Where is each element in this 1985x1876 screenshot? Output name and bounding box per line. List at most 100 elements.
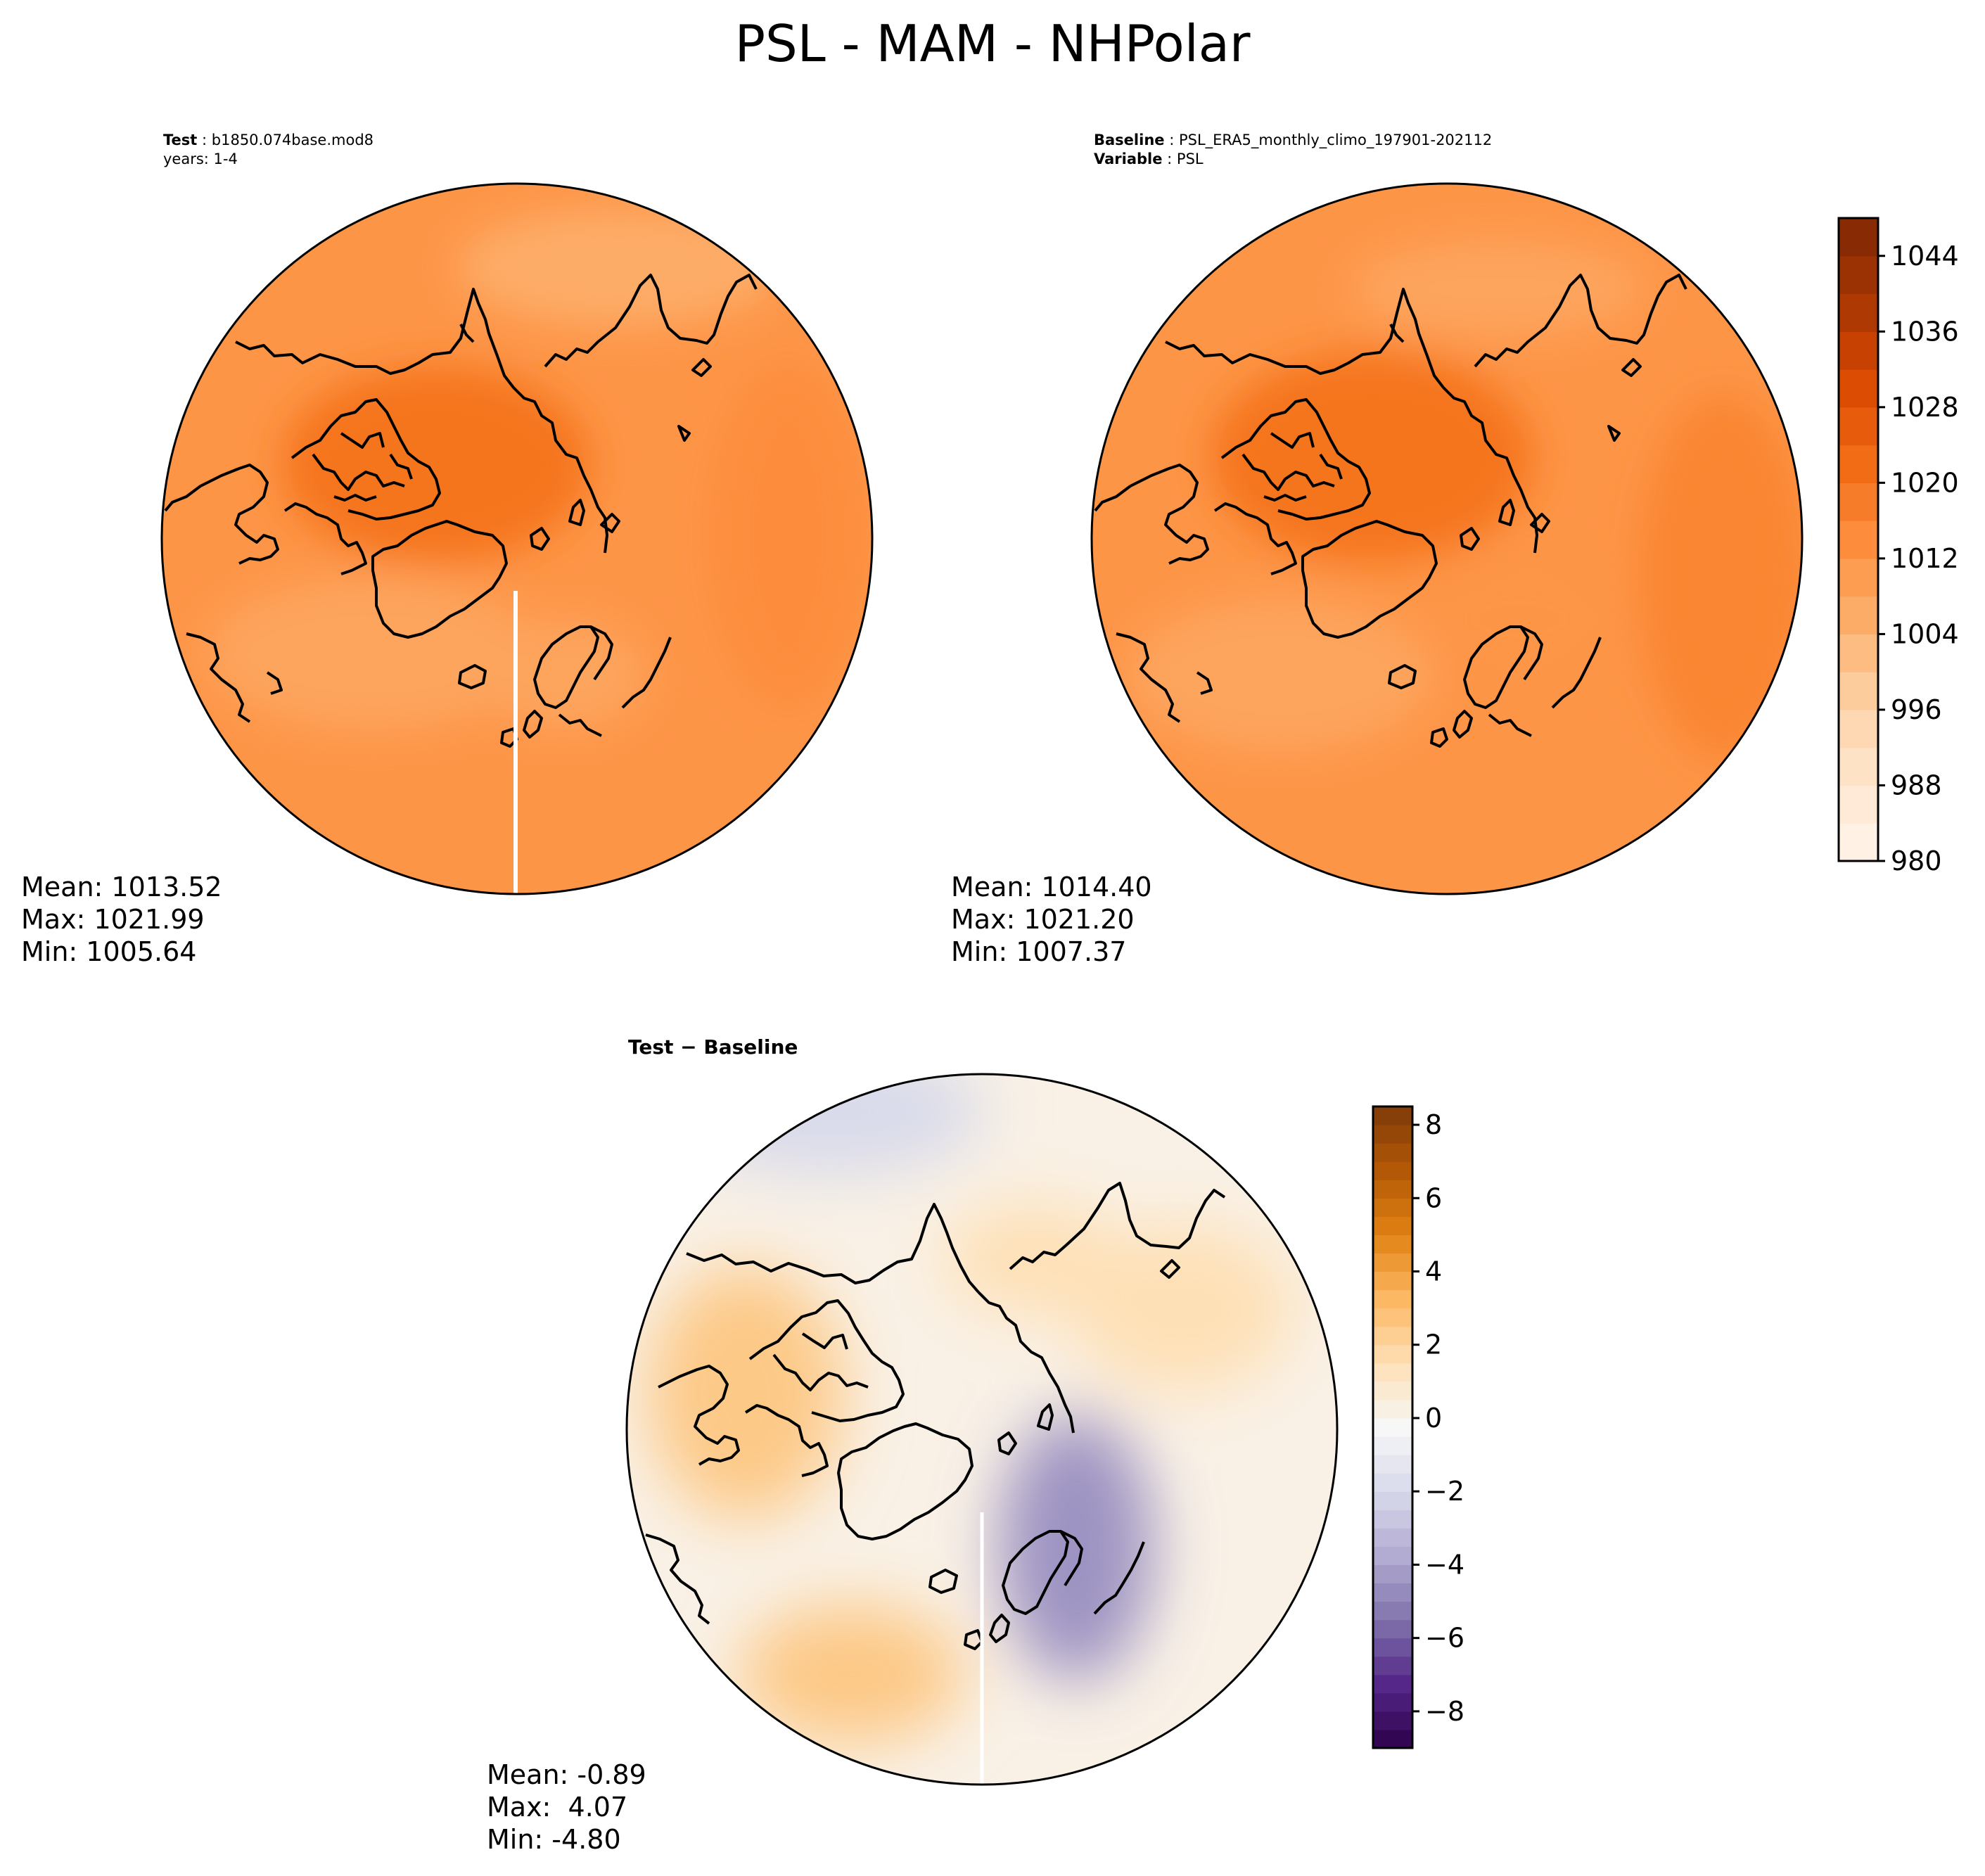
baseline-stats: Mean: 1014.40 Max: 1021.20 Min: 1007.37: [951, 871, 1152, 968]
test-region-atlantic-low: [204, 577, 542, 732]
diff-region-asia-positive: [1069, 1224, 1294, 1393]
psl-colorbar-level: [1839, 596, 1878, 635]
diff-colorbar-level: [1373, 1455, 1412, 1474]
psl-colorbar-level: [1839, 331, 1878, 370]
diff-colorbar-level: [1373, 1510, 1412, 1529]
diff-colorbar-level: [1373, 1417, 1412, 1437]
diff-colorbar-level: [1373, 1399, 1412, 1419]
psl-colorbar-level: [1839, 445, 1878, 483]
psl-colorbar-level: [1839, 483, 1878, 521]
psl-colorbar-level: [1839, 407, 1878, 446]
baseline-min: Min: 1007.37: [951, 936, 1127, 967]
diff-colorbar-tick-label: −4: [1425, 1549, 1464, 1580]
diff-colorbar-level: [1373, 1125, 1412, 1144]
diff-colorbar-level: [1373, 1161, 1412, 1180]
baseline-region-atlantic-low: [1125, 598, 1435, 753]
psl-colorbar-level: [1839, 521, 1878, 559]
psl-colorbar-tick-label: 1012: [1891, 543, 1959, 574]
test-max: Max: 1021.99: [21, 904, 205, 935]
test-colon: :: [197, 132, 212, 148]
diff-colorbar-tick-label: 8: [1425, 1109, 1442, 1140]
psl-colorbar-level: [1839, 709, 1878, 748]
diff-colorbar-level: [1373, 1619, 1412, 1639]
diff-colorbar-level: [1373, 1381, 1412, 1400]
diff-colorbar-tick-label: 0: [1425, 1403, 1442, 1434]
diff-region-atlantic-positive: [739, 1604, 964, 1744]
baseline-colon: :: [1164, 132, 1179, 148]
diff-map: [625, 1073, 1339, 1786]
baseline-region-siberian-high: [1639, 394, 1802, 760]
psl-colorbar-level: [1839, 218, 1878, 257]
psl-colorbar-level: [1839, 369, 1878, 408]
psl-colorbar-level: [1839, 558, 1878, 597]
diff-colorbar-tick-label: 6: [1425, 1182, 1442, 1213]
test-stats: Mean: 1013.52 Max: 1021.99 Min: 1005.64: [21, 871, 222, 968]
diff-colorbar-level: [1373, 1308, 1412, 1327]
diff-colorbar-level: [1373, 1436, 1412, 1455]
diff-colorbar-tick-label: −6: [1425, 1623, 1464, 1654]
baseline-mean: Mean: 1014.40: [951, 872, 1152, 902]
diff-colorbar-level: [1373, 1180, 1412, 1199]
diff-colorbar-level: [1373, 1546, 1412, 1566]
baseline-label-value: PSL_ERA5_monthly_climo_197901-202112: [1178, 132, 1493, 148]
psl-colorbar-tick-label: 1036: [1891, 316, 1959, 347]
psl-colorbar-tick-label: 996: [1891, 694, 1942, 725]
test-map-border: [160, 182, 874, 895]
diff-colorbar-level: [1373, 1143, 1412, 1162]
diff-region-europe-negative: [999, 1414, 1154, 1681]
diff-colorbar-level: [1373, 1528, 1412, 1547]
diff-colorbar: 8 6 4 2 0 −2 −4 −6 −8: [1372, 1105, 1464, 1749]
test-region-siberian-high: [710, 366, 865, 703]
variable-label-value: PSL: [1176, 151, 1204, 167]
diff-colorbar-level: [1373, 1564, 1412, 1584]
baseline-region-pacific-high: [1351, 239, 1646, 338]
diff-colorbar-tick-label: 4: [1425, 1256, 1442, 1287]
diff-colorbar-level: [1373, 1106, 1412, 1125]
diff-colorbar-level: [1373, 1271, 1412, 1291]
test-region-pacific-high: [457, 208, 781, 327]
variable-label-key: Variable: [1094, 151, 1163, 167]
psl-colorbar-tick-label: 1004: [1891, 618, 1959, 649]
psl-colorbar-level: [1839, 785, 1878, 824]
diff-colorbar-level: [1373, 1344, 1412, 1364]
diff-colorbar-level: [1373, 1601, 1412, 1621]
diff-colorbar-level: [1373, 1198, 1412, 1217]
diff-region-north-america-positive: [647, 1266, 844, 1519]
diff-header: Test − Baseline: [628, 1035, 798, 1059]
test-region-atlantic-low-2: [478, 619, 647, 732]
diff-max: Max: 4.07: [487, 1792, 628, 1823]
baseline-region-baseline-field: [1421, 556, 1618, 682]
diff-colorbar-tick-label: −8: [1425, 1696, 1464, 1727]
diff-colorbar-level: [1373, 1674, 1412, 1694]
psl-colorbar-tick-label: 1028: [1891, 392, 1959, 423]
figure-title: PSL - MAM - NHPolar: [734, 14, 1251, 73]
diff-colorbar-level: [1373, 1638, 1412, 1657]
psl-colorbar-tick-label: 1044: [1891, 241, 1959, 272]
diff-colorbar-level: [1373, 1711, 1412, 1730]
baseline-map: [1090, 182, 1804, 895]
diff-colorbar-level: [1373, 1583, 1412, 1602]
diff-colorbar-level: [1373, 1692, 1412, 1712]
diff-colorbar-tick-label: −2: [1425, 1476, 1464, 1507]
diff-colorbar-level: [1373, 1729, 1412, 1749]
baseline-header: Baseline : PSL_ERA5_monthly_climo_197901…: [1094, 131, 1492, 169]
diff-colorbar-level: [1373, 1491, 1412, 1510]
psl-colorbar-level: [1839, 293, 1878, 332]
variable-colon: :: [1162, 151, 1177, 167]
diff-colorbar-level: [1373, 1216, 1412, 1235]
psl-colorbar-tick-label: 988: [1891, 770, 1942, 800]
psl-colorbar-tick-label: 1020: [1891, 467, 1959, 498]
test-map: [160, 182, 874, 895]
test-label-value: b1850.074base.mod8: [211, 132, 374, 148]
diff-colorbar-level: [1373, 1289, 1412, 1309]
diff-colorbar-level: [1373, 1656, 1412, 1676]
psl-colorbar-frame: [1837, 217, 1879, 862]
diff-colorbar-level: [1373, 1326, 1412, 1346]
diff-colorbar-level: [1373, 1363, 1412, 1382]
psl-colorbar-level: [1839, 634, 1878, 672]
psl-colorbar-tick-label: 980: [1891, 846, 1942, 876]
diff-colorbar-level: [1373, 1253, 1412, 1272]
psl-colorbar-level: [1839, 672, 1878, 710]
test-min: Min: 1005.64: [21, 936, 197, 967]
